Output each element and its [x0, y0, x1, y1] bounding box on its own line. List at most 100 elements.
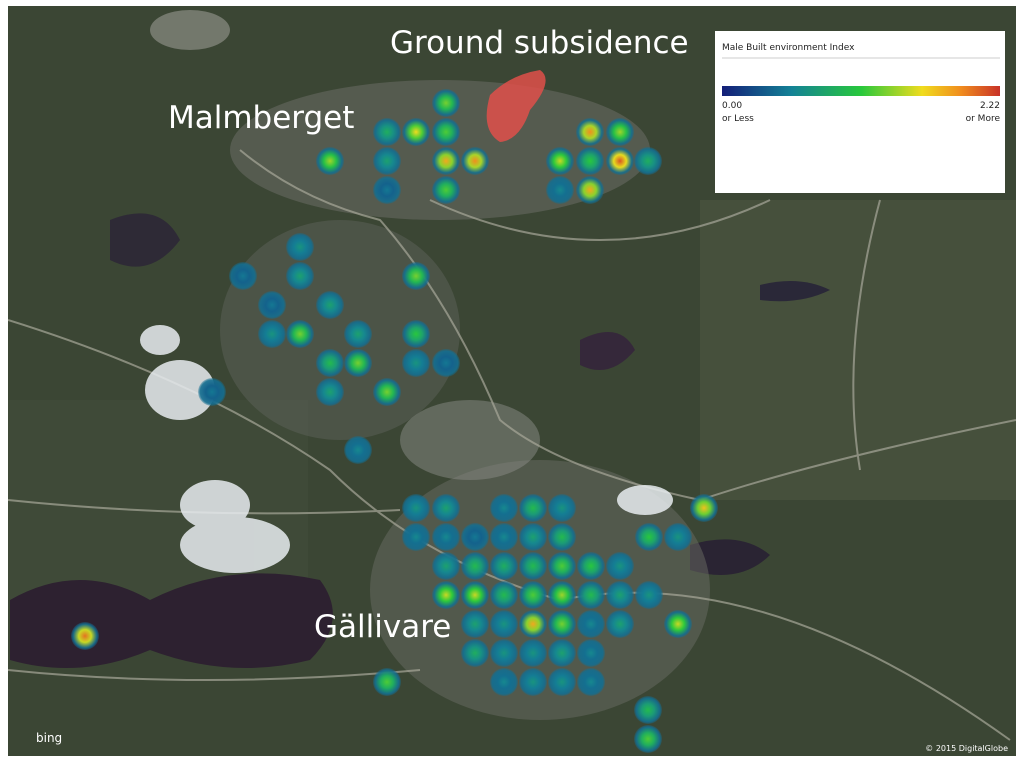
heat-point: [432, 118, 460, 146]
place-label: Malmberget: [168, 100, 354, 136]
heat-point: [402, 523, 430, 551]
heat-point: [316, 147, 344, 175]
heat-point: [461, 610, 489, 638]
heat-point: [344, 436, 372, 464]
heat-point: [402, 118, 430, 146]
provider-logo: bing: [36, 731, 62, 745]
heat-point: [519, 552, 547, 580]
place-label: Gällivare: [314, 609, 451, 645]
heat-point: [634, 725, 662, 753]
heat-point: [432, 552, 460, 580]
copyright: © 2015 DigitalGlobe: [925, 744, 1008, 753]
heat-point: [286, 233, 314, 261]
heat-point: [258, 320, 286, 348]
heat-point: [519, 639, 547, 667]
heat-point: [373, 176, 401, 204]
heat-point: [402, 262, 430, 290]
heat-point: [577, 552, 605, 580]
heat-point: [490, 639, 518, 667]
heat-point: [576, 118, 604, 146]
heat-point: [548, 494, 576, 522]
heat-point: [546, 176, 574, 204]
heat-point: [373, 668, 401, 696]
heat-point: [490, 494, 518, 522]
legend-title: Male Built environment Index: [722, 43, 855, 53]
heat-point: [432, 494, 460, 522]
legend-box: [715, 31, 1005, 193]
heat-point: [286, 262, 314, 290]
heat-point: [461, 552, 489, 580]
heat-point: [402, 494, 430, 522]
heat-point: [548, 552, 576, 580]
heat-point: [519, 668, 547, 696]
heat-point: [548, 523, 576, 551]
heat-point: [258, 291, 286, 319]
heat-point: [198, 378, 226, 406]
heat-point: [548, 581, 576, 609]
heat-point: [635, 581, 663, 609]
heat-point: [519, 581, 547, 609]
heat-point: [548, 610, 576, 638]
heat-point: [490, 552, 518, 580]
heat-point: [402, 320, 430, 348]
heat-point: [519, 494, 547, 522]
legend: Male Built environment Index 0.00 or Les…: [715, 31, 1005, 193]
heat-point: [432, 176, 460, 204]
heat-point: [606, 552, 634, 580]
heat-point: [316, 349, 344, 377]
heat-point: [344, 320, 372, 348]
heat-point: [286, 320, 314, 348]
heat-point: [490, 523, 518, 551]
heat-point: [432, 89, 460, 117]
heat-point: [634, 696, 662, 724]
heat-point: [606, 147, 634, 175]
heat-point: [229, 262, 257, 290]
heat-point: [490, 668, 518, 696]
heat-point: [373, 147, 401, 175]
heat-point: [548, 668, 576, 696]
heat-point: [606, 610, 634, 638]
legend-max-note: or More: [966, 114, 1001, 124]
heat-point: [634, 147, 662, 175]
heat-point: [432, 147, 460, 175]
heat-point: [519, 523, 547, 551]
heat-point: [606, 118, 634, 146]
heat-point: [316, 291, 344, 319]
heat-point: [432, 523, 460, 551]
heat-point: [344, 349, 372, 377]
heat-point: [576, 147, 604, 175]
heat-point: [577, 610, 605, 638]
heat-point: [576, 176, 604, 204]
legend-min-note: or Less: [722, 114, 754, 124]
heat-point: [664, 523, 692, 551]
heat-point: [577, 639, 605, 667]
heat-point: [373, 118, 401, 146]
legend-max: 2.22: [980, 101, 1000, 111]
heat-point: [71, 622, 99, 650]
heat-point: [461, 581, 489, 609]
heat-point: [490, 581, 518, 609]
heat-point: [606, 581, 634, 609]
heat-point: [548, 639, 576, 667]
heat-point: [690, 494, 718, 522]
heat-point: [490, 610, 518, 638]
heat-point: [461, 639, 489, 667]
subsidence-area: [486, 70, 546, 142]
heat-point: [577, 668, 605, 696]
heat-point: [577, 581, 605, 609]
place-label: Ground subsidence: [390, 25, 689, 61]
heat-point: [432, 581, 460, 609]
heat-point: [316, 378, 344, 406]
heat-point: [519, 610, 547, 638]
heat-point: [373, 378, 401, 406]
heat-point: [546, 147, 574, 175]
heat-point: [461, 523, 489, 551]
legend-min: 0.00: [722, 101, 742, 111]
heat-point: [402, 349, 430, 377]
heat-points: [71, 89, 718, 753]
heat-point: [664, 610, 692, 638]
heat-point: [432, 349, 460, 377]
legend-bar: [722, 86, 1000, 96]
heat-point: [635, 523, 663, 551]
